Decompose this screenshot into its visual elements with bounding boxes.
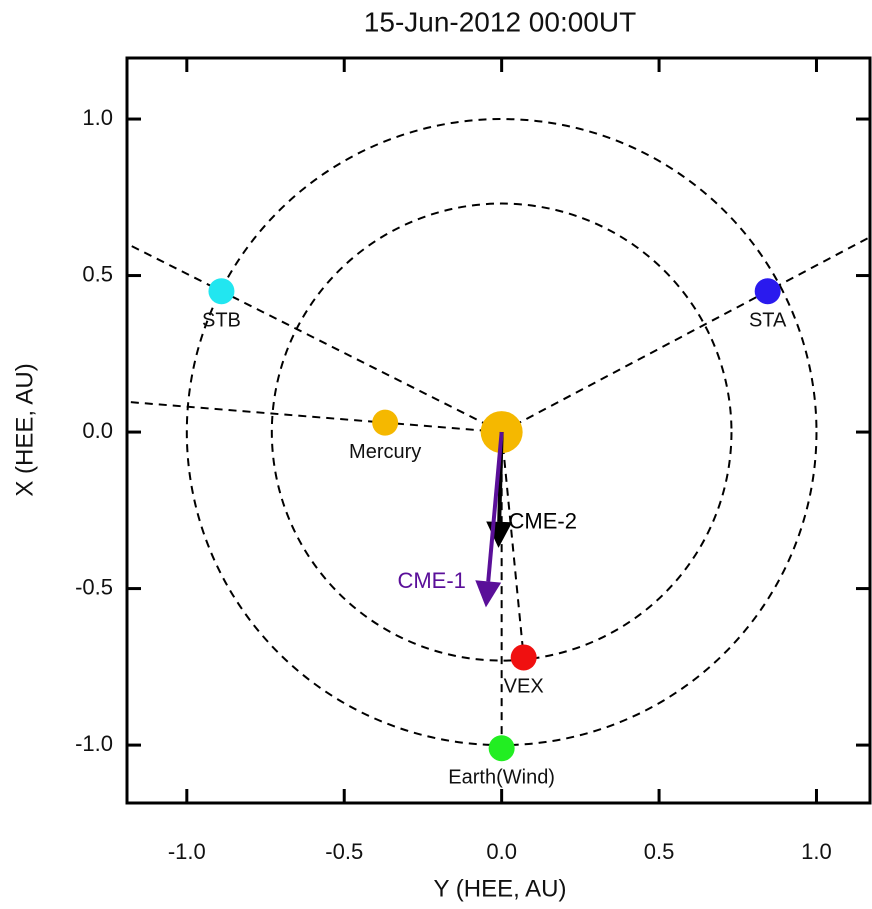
chart-title: 15-Jun-2012 00:00UT [364, 6, 636, 37]
point-label: STA [749, 309, 787, 331]
point-label: STB [202, 309, 241, 331]
point [372, 409, 399, 436]
x-tick-label: 0.5 [644, 839, 675, 864]
point [208, 278, 235, 305]
ray [126, 400, 502, 434]
y-tick-label: 0.5 [82, 261, 113, 286]
y-tick-label: -1.0 [75, 731, 113, 756]
x-axis-label: Y (HEE, AU) [434, 875, 567, 902]
y-tick-label: 0.0 [82, 418, 113, 443]
point [510, 644, 537, 671]
point-label: VEX [504, 676, 544, 698]
ray [126, 242, 503, 433]
point [754, 278, 781, 305]
x-tick-label: -1.0 [168, 839, 206, 864]
y-tick-label: 1.0 [82, 105, 113, 130]
point [488, 735, 515, 762]
ray [501, 236, 871, 433]
arrow-label: CME-2 [509, 509, 577, 534]
y-axis-label: X (HEE, AU) [11, 363, 38, 496]
arrowhead [475, 580, 502, 608]
y-tick-label: -0.5 [75, 574, 113, 599]
orbit [270, 202, 733, 662]
ray [500, 431, 525, 658]
plot-frame [125, 56, 872, 805]
x-tick-label: 1.0 [801, 839, 832, 864]
arrow-label: CME-1 [397, 568, 465, 593]
x-tick-label: 0.0 [486, 839, 517, 864]
point-label: Mercury [349, 441, 421, 463]
x-tick-label: -0.5 [325, 839, 363, 864]
arrow-shaft [486, 431, 504, 582]
point-label: Earth(Wind) [448, 767, 555, 789]
